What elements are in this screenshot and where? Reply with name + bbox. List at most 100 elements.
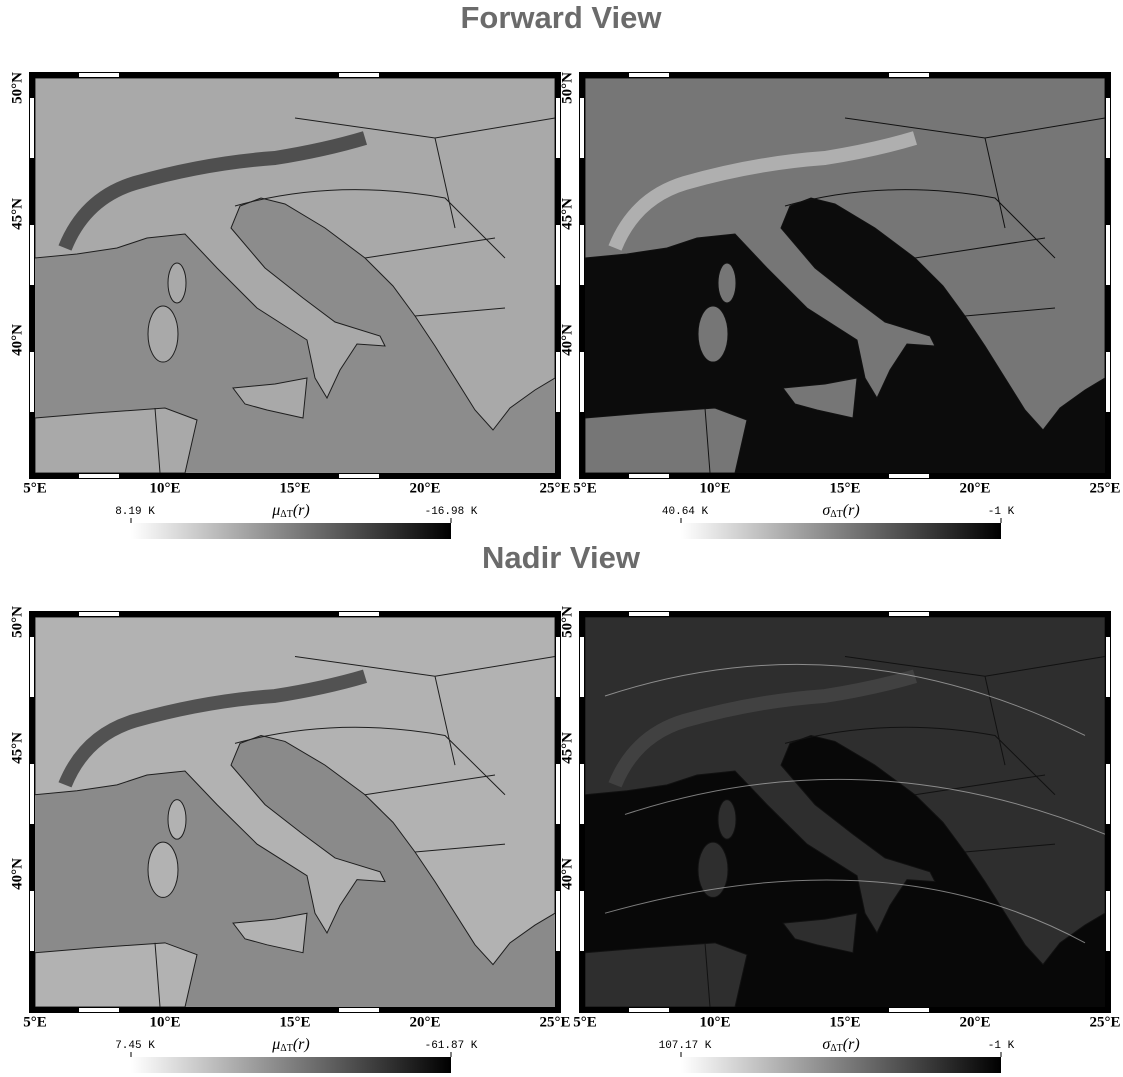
x-tick-label: 15°E [279,480,310,496]
y-tick-label: 45°N [559,732,575,764]
frame-seg [580,98,584,158]
map-panel [30,73,560,478]
x-tick-label: 25°E [539,480,570,496]
colorbar [131,1057,451,1073]
y-tick-label: 40°N [9,858,25,890]
frame-seg [79,474,119,478]
frame-seg [556,637,560,697]
x-tick-label: 20°E [959,1014,990,1030]
x-tick-label: 10°E [699,1014,730,1030]
subscript: ΔT [830,1043,843,1054]
colorbar-symbol: σΔT(r) [822,1036,859,1055]
x-tick-label: 15°E [279,1014,310,1030]
frame-seg [629,612,669,616]
frame-seg [580,764,584,824]
frame-seg [30,637,34,697]
x-tick-label: 15°E [829,480,860,496]
frame-seg [30,891,34,951]
colorbar-max: -61.87 K [425,1040,478,1052]
frame-seg [556,891,560,951]
frame-seg [889,612,929,616]
sardinia [148,306,178,362]
x-tick-label: 15°E [829,1014,860,1030]
frame-seg [556,352,560,412]
x-tick-label: 20°E [409,480,440,496]
frame-seg [30,764,34,824]
frame-seg [580,352,584,412]
frame-seg [30,352,34,412]
sardinia [698,306,728,362]
frame-seg [889,1008,929,1012]
subscript: ΔT [830,509,843,520]
frame-seg [339,474,379,478]
frame-seg [629,73,669,77]
frame-seg [339,612,379,616]
colorbar-max: -1 K [988,1040,1015,1052]
frame-seg [556,98,560,158]
frame-seg [30,98,34,158]
figure: Forward View 5°E 10°E 15°E 20°E 25°E 40°N 45°N 5… [0,0,1123,1077]
colorbar-min: 107.17 K [659,1040,712,1052]
colorbar-symbol: μΔT(r) [271,1036,309,1055]
map-panel [580,73,1110,478]
argument: (r) [843,502,860,519]
section-title: Forward View [461,0,663,35]
map-panel [30,612,560,1012]
y-tick-label: 45°N [9,198,25,230]
x-tick-label: 25°E [539,1014,570,1030]
frame-seg [1106,764,1110,824]
y-tick-label: 40°N [559,324,575,356]
x-tick-label: 20°E [959,480,990,496]
map-panel [580,612,1110,1012]
frame-seg [889,474,929,478]
land-mass [35,408,197,473]
colorbar [131,523,451,539]
argument: (r) [843,1036,860,1053]
argument: (r) [293,1036,310,1053]
colorbar-max: -16.98 K [425,506,478,518]
x-tick-label: 5°E [573,480,597,496]
frame-seg [580,225,584,285]
y-tick-label: 40°N [9,324,25,356]
frame-seg [339,73,379,77]
corsica [168,800,186,839]
x-tick-label: 10°E [699,480,730,496]
y-tick-label: 50°N [9,606,25,638]
subscript: ΔT [280,509,293,520]
frame-seg [629,474,669,478]
y-tick-label: 40°N [559,858,575,890]
frame-seg [339,1008,379,1012]
frame-seg [1106,637,1110,697]
frame-seg [79,1008,119,1012]
symbol: μ [271,1036,280,1053]
colorbar-max: -1 K [988,506,1015,518]
argument: (r) [293,502,310,519]
frame-seg [1106,98,1110,158]
frame-seg [79,73,119,77]
colorbar-symbol: μΔT(r) [271,502,309,521]
frame-seg [79,612,119,616]
x-tick-label: 10°E [149,480,180,496]
x-tick-label: 20°E [409,1014,440,1030]
symbol: μ [271,502,280,519]
x-tick-label: 5°E [573,1014,597,1030]
frame-seg [556,764,560,824]
subscript: ΔT [280,1043,293,1054]
land-mass [585,943,747,1007]
frame-seg [1106,225,1110,285]
colorbar-min: 7.45 K [115,1040,155,1052]
land-mass [35,943,197,1007]
corsica [168,263,186,303]
y-tick-label: 45°N [9,732,25,764]
land-mass [585,408,747,473]
frame-seg [1106,891,1110,951]
corsica [718,800,736,839]
y-tick-label: 45°N [559,198,575,230]
section-title: Nadir View [482,540,641,575]
frame-seg [580,637,584,697]
frame-seg [629,1008,669,1012]
y-tick-label: 50°N [559,72,575,104]
x-tick-label: 5°E [23,480,47,496]
x-tick-label: 10°E [149,1014,180,1030]
colorbar-min: 8.19 K [115,506,155,518]
